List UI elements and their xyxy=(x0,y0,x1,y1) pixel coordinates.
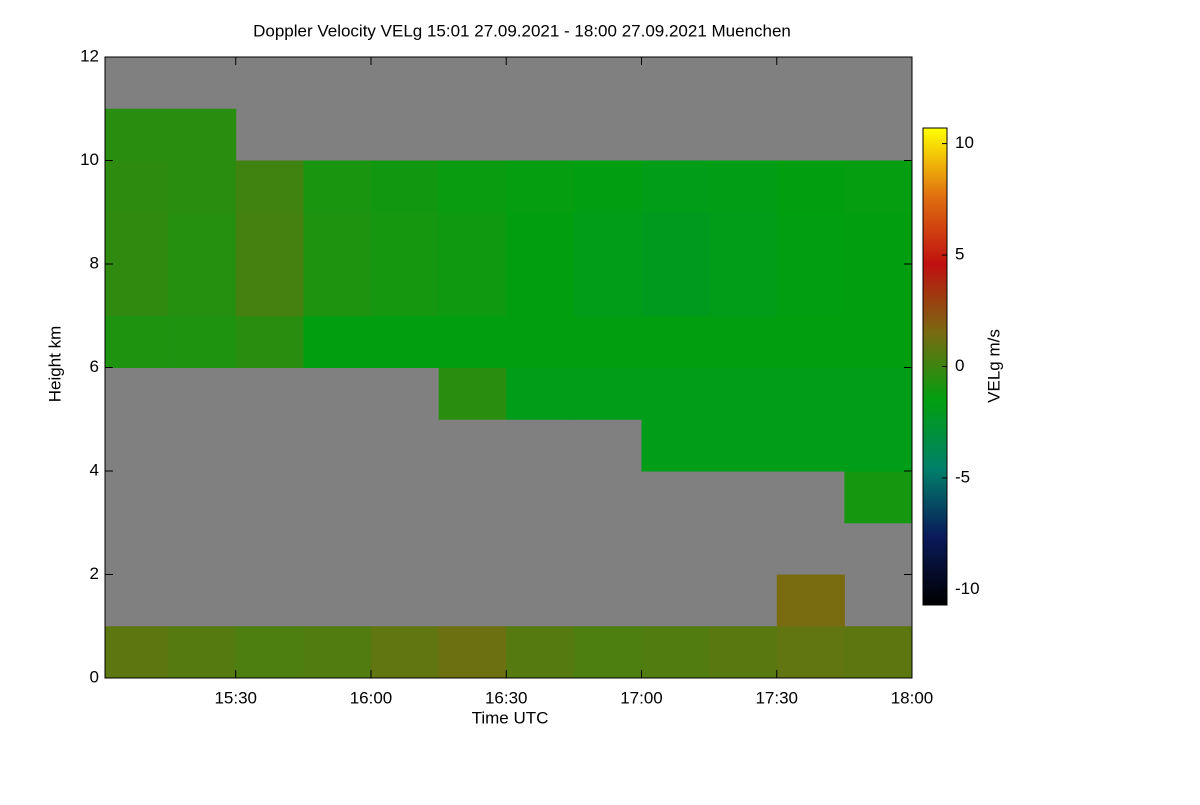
heat-cell xyxy=(844,471,913,524)
heat-cell xyxy=(370,160,440,213)
heat-cell xyxy=(235,626,304,679)
heat-cell xyxy=(105,160,169,213)
heat-cell xyxy=(844,212,913,265)
heat-cell xyxy=(641,264,710,317)
chart-title: Doppler Velocity VELg 15:01 27.09.2021 -… xyxy=(253,21,791,40)
heat-cell xyxy=(506,626,575,679)
y-tick-label: 10 xyxy=(80,150,99,169)
y-axis-label: Height km xyxy=(45,326,64,403)
y-tick-label: 2 xyxy=(90,564,99,583)
y-tick-label: 6 xyxy=(90,357,99,376)
heat-cell xyxy=(168,160,237,213)
heat-cell xyxy=(709,367,778,420)
heat-cell xyxy=(709,264,778,317)
heat-cell xyxy=(438,160,507,213)
heat-cell xyxy=(303,160,372,213)
x-tick-label: 18:00 xyxy=(891,688,934,707)
heat-cell xyxy=(573,626,642,679)
heat-cell xyxy=(370,626,440,679)
heat-cell xyxy=(709,419,778,472)
heat-cell xyxy=(438,315,507,368)
heat-cell xyxy=(573,212,642,265)
heat-cell xyxy=(573,367,642,420)
heat-cell xyxy=(844,264,913,317)
heat-cell xyxy=(506,160,575,213)
x-axis-label: Time UTC xyxy=(472,708,549,727)
heat-cell xyxy=(438,264,507,317)
heat-cell xyxy=(235,160,304,213)
heat-cell xyxy=(641,315,710,368)
heat-cell xyxy=(370,212,440,265)
colorbar-tick-label: 10 xyxy=(955,133,974,152)
y-tick-label: 0 xyxy=(90,667,99,686)
heat-cell xyxy=(844,160,913,213)
heat-cell xyxy=(776,315,845,368)
heat-cell xyxy=(844,367,913,420)
heat-cell xyxy=(105,108,169,161)
y-tick-label: 12 xyxy=(80,46,99,65)
heat-cell xyxy=(506,264,575,317)
heat-cell xyxy=(506,212,575,265)
heat-cell xyxy=(506,315,575,368)
x-tick-label: 16:30 xyxy=(485,688,528,707)
heat-cell xyxy=(105,212,169,265)
y-tick-label: 4 xyxy=(90,460,99,479)
colorbar-tick-label: -10 xyxy=(955,579,980,598)
heat-cell xyxy=(370,264,440,317)
x-tick-label: 16:00 xyxy=(350,688,393,707)
heat-cell xyxy=(438,212,507,265)
heat-cell xyxy=(776,160,845,213)
heat-cell xyxy=(844,419,913,472)
heat-cell xyxy=(641,419,710,472)
heat-cell xyxy=(303,212,372,265)
heat-cell xyxy=(506,367,575,420)
x-tick-label: 17:00 xyxy=(620,688,663,707)
heat-cell xyxy=(709,212,778,265)
colorbar-tick-label: 5 xyxy=(955,245,964,264)
heat-cell xyxy=(235,212,304,265)
heat-cell xyxy=(168,315,237,368)
heat-cell xyxy=(573,315,642,368)
heat-cell xyxy=(168,626,237,679)
heat-cell xyxy=(168,264,237,317)
heat-cell xyxy=(573,264,642,317)
heat-cell xyxy=(641,160,710,213)
heat-cell xyxy=(776,264,845,317)
colorbar-tick-label: -5 xyxy=(955,467,970,486)
x-tick-label: 15:30 xyxy=(214,688,257,707)
heat-cell xyxy=(709,626,778,679)
heat-cell xyxy=(573,160,642,213)
heat-cell xyxy=(709,315,778,368)
heat-cell xyxy=(776,574,845,627)
x-tick-label: 17:30 xyxy=(755,688,798,707)
heat-cell xyxy=(303,626,372,679)
heat-cell xyxy=(641,212,710,265)
heat-cell xyxy=(844,626,913,679)
heat-cell xyxy=(370,315,440,368)
y-tick-label: 8 xyxy=(90,253,99,272)
heat-cell xyxy=(776,212,845,265)
heat-cell xyxy=(776,626,845,679)
heat-cell xyxy=(168,108,237,161)
heat-cell xyxy=(438,367,507,420)
heat-cell xyxy=(235,264,304,317)
heat-cell xyxy=(776,419,845,472)
heat-cell xyxy=(709,160,778,213)
heat-cell xyxy=(303,264,372,317)
heat-cell xyxy=(844,315,913,368)
heat-cell xyxy=(105,315,169,368)
heat-cell xyxy=(303,315,372,368)
heat-cell xyxy=(776,367,845,420)
heat-cell xyxy=(438,626,507,679)
colorbar-tick-label: 0 xyxy=(955,356,964,375)
heat-cell xyxy=(168,212,237,265)
heat-cell xyxy=(235,315,304,368)
heat-cell xyxy=(641,626,710,679)
colorbar-label: VELg m/s xyxy=(984,329,1003,403)
heat-cell xyxy=(105,626,169,679)
heat-cell xyxy=(105,264,169,317)
heat-cell xyxy=(641,367,710,420)
